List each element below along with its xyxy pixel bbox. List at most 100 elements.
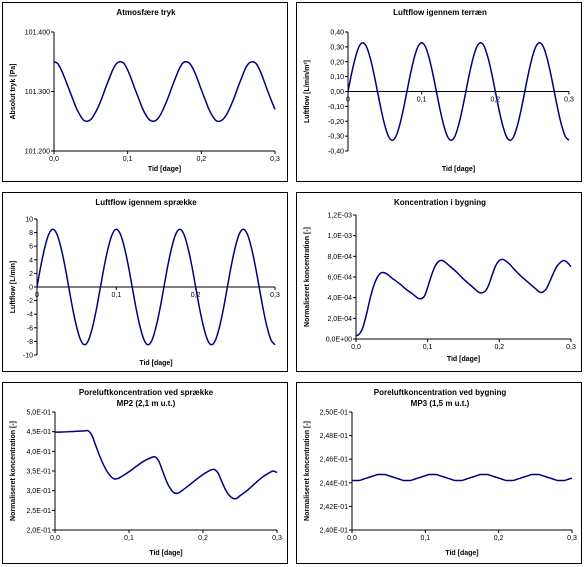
x-tick-label: 0,1 (124, 535, 134, 542)
y-axis-label: Normaliseret koncentration [-] (304, 421, 311, 521)
chart-koncentration-bygning: Koncentration i bygning 0,0E+00 2,0E-04 4,0… (304, 198, 576, 363)
y-tick-label: 0,10 (330, 74, 344, 81)
y-tick-label: 6,0E-04 (327, 275, 352, 282)
x-tick-label: 0,3 (270, 156, 280, 163)
y-tick-label: -0,20 (328, 119, 344, 126)
x-tick-label: 0,2 (198, 535, 208, 542)
x-tick-label: 0,1 (420, 535, 430, 542)
x-tick-label: 0,3 (564, 97, 574, 104)
chart-luftflow-spraekke: Luftflow igennem sprække-10-8-6-4-202468… (10, 198, 280, 367)
y-tick-label: 2,40E-01 (320, 528, 349, 535)
x-tick-label: 0,2 (494, 535, 504, 542)
chart-title: Poreluftkoncentration ved bygning (374, 388, 507, 397)
chart-subtitle: MP2 (2,1 m u.t.) (117, 399, 176, 408)
series-line (347, 41, 570, 142)
chart-atmosfaere-tryk: Atmosfære tryk 101.200 101.300 101.400 0,0 0,… (10, 8, 280, 173)
y-tick-label: -0,40 (328, 149, 344, 156)
chart-panel-atmosfaere-tryk: Atmosfære tryk 101.200 101.300 101.400 0,0 0,… (2, 2, 288, 182)
x-tick-label: 0,1 (123, 156, 133, 163)
y-tick-label: 1,0E-03 (327, 233, 352, 240)
x-tick-label: 0,0 (347, 535, 357, 542)
chart-panel-poreluft-bygning: Poreluftkoncentration ved bygning MP3 (1,… (296, 382, 582, 564)
chart-title: Atmosfære tryk (116, 8, 176, 17)
x-tick-label: 0,0 (49, 156, 59, 163)
x-axis-label: Tid [dage] (442, 166, 475, 173)
x-axis-label: Tid [dage] (148, 166, 181, 173)
y-tick-label: 2,44E-01 (320, 480, 349, 487)
series-line (352, 473, 573, 482)
y-tick-label: 0,40 (330, 30, 344, 37)
x-tick-label: 0,2 (490, 97, 500, 104)
x-tick-label: 0,1 (111, 292, 121, 299)
series-line (355, 258, 572, 337)
x-tick-label: 0,3 (567, 535, 577, 542)
chart-title: Luftflow igennem sprække (95, 198, 197, 207)
chart-panel-luftflow-terraen: Luftflow igennem terræn -0,40 -0,30 -0,20 -0… (296, 2, 582, 182)
y-tick-label: 2,48E-01 (320, 433, 349, 440)
chart-poreluft-bygning: Poreluftkoncentration ved bygning MP3 (1,… (304, 388, 577, 557)
chart-panel-koncentration-bygning: Koncentration i bygning 0,0E+00 2,0E-04 4,0… (296, 192, 582, 372)
y-tick-label: 4,0E-01 (26, 449, 51, 456)
x-tick-label: 0,2 (191, 292, 201, 299)
x-tick-label: 0,2 (494, 344, 504, 351)
chart-title: Luftflow igennem terræn (393, 8, 487, 17)
x-axis-label: Tid [dage] (447, 356, 480, 363)
x-tick-label: 0,0 (351, 344, 361, 351)
y-tick-label: 1,2E-03 (327, 213, 352, 220)
y-tick-label: -0,10 (328, 104, 344, 111)
x-axis-label: Tid [dage] (139, 360, 172, 367)
y-tick-label: 4,5E-01 (26, 429, 51, 436)
y-tick-label: 0,00 (330, 89, 344, 96)
y-axis-label: Luftflow [L/min] (10, 261, 17, 313)
x-tick-label: 0 (346, 97, 350, 104)
y-tick-label: 101.300 (25, 89, 50, 96)
y-tick-label: 3,0E-01 (26, 488, 51, 495)
y-tick-label: 8,0E-04 (327, 254, 352, 261)
series-line (54, 429, 278, 500)
x-tick-label: 0,2 (196, 156, 206, 163)
y-tick-label: 101.200 (25, 149, 50, 156)
chart-luftflow-terraen: Luftflow igennem terræn -0,40 -0,30 -0,20 -0… (304, 8, 574, 173)
y-tick-label: -2 (27, 298, 33, 305)
chart-poreluft-spraekke: Poreluftkoncentration ved sprække MP2 (2,… (10, 388, 282, 557)
y-axis-label: Luftflow [L/min/m²] (304, 60, 311, 123)
y-tick-label: 8 (29, 230, 33, 237)
x-tick-label: 0,1 (417, 97, 427, 104)
y-tick-label: 0,0E+00 (326, 337, 352, 344)
chart-title: Koncentration i bygning (394, 198, 486, 207)
y-tick-label: 2,50E-01 (320, 410, 349, 417)
y-tick-label: 10 (25, 217, 33, 224)
y-tick-label: 2,0E-04 (327, 316, 352, 323)
x-axis-label: Tid [dage] (149, 550, 182, 557)
x-tick-label: 0,0 (50, 535, 60, 542)
y-tick-label: 4,0E-04 (327, 295, 352, 302)
y-tick-label: 2,0E-01 (26, 528, 51, 535)
series-line (36, 228, 276, 346)
y-tick-label: 101.400 (25, 30, 50, 37)
chart-panel-luftflow-spraekke: Luftflow igennem sprække -10 -8 -6 -4 -2 0 2 4 6 8… (2, 192, 288, 372)
y-tick-label: 0,20 (330, 59, 344, 66)
x-axis-label: Tid [dage] (445, 550, 478, 557)
y-tick-label: 2,46E-01 (320, 457, 349, 464)
y-tick-label: 2 (29, 271, 33, 278)
y-tick-label: 0 (29, 285, 33, 292)
y-tick-label: 6 (29, 244, 33, 251)
y-tick-label: 2,42E-01 (320, 504, 349, 511)
y-tick-label: -0,30 (328, 134, 344, 141)
y-axis-label: Absolut tryk [Pa] (10, 63, 17, 119)
y-axis-label: Normaliseret koncentration [-] (10, 421, 17, 521)
y-axis-label: Normaliseret koncentration [-] (304, 227, 311, 327)
chart-title: Poreluftkoncentration ved sprække (79, 388, 214, 397)
y-tick-label: 4 (29, 257, 33, 264)
y-tick-label: -8 (27, 339, 33, 346)
y-tick-label: 3,5E-01 (26, 469, 51, 476)
y-tick-label: 5,0E-01 (26, 410, 51, 417)
y-tick-label: 0,30 (330, 44, 344, 51)
x-tick-label: 0,3 (566, 344, 576, 351)
x-tick-label: 0,3 (272, 535, 282, 542)
chart-subtitle: MP3 (1,5 m u.t.) (411, 399, 470, 408)
y-tick-label: 2,5E-01 (26, 508, 51, 515)
chart-panel-poreluft-spraekke: Poreluftkoncentration ved sprække MP2 (2,… (2, 382, 288, 564)
y-tick-label: -6 (27, 325, 33, 332)
x-tick-label: 0,3 (270, 292, 280, 299)
